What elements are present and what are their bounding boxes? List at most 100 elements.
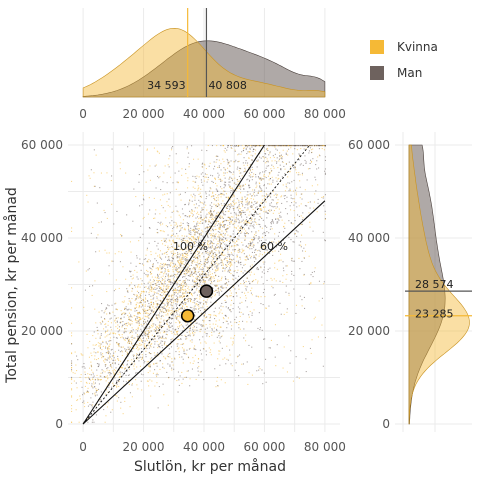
scatter-point-man [290, 239, 292, 241]
scatter-point-kvinna [149, 370, 151, 372]
scatter-point-kvinna [165, 225, 167, 227]
scatter-point-kvinna [204, 277, 206, 279]
scatter-point-man [249, 179, 251, 181]
scatter-point-kvinna [143, 300, 145, 302]
scatter-point-man [236, 322, 238, 324]
scatter-point-man [300, 241, 302, 243]
scatter-point-kvinna [187, 263, 189, 265]
scatter-point-man [324, 194, 326, 196]
scatter-point-kvinna [124, 400, 126, 402]
scatter-point-man [143, 199, 145, 201]
scatter-point-man [280, 179, 282, 181]
scatter-point-kvinna [243, 228, 245, 230]
scatter-point-man [230, 203, 232, 205]
scatter-point-kvinna [80, 353, 82, 355]
scatter-point-kvinna [218, 333, 220, 335]
scatter-point-man [250, 213, 252, 215]
scatter-point-kvinna [137, 326, 139, 328]
scatter-point-man [149, 305, 151, 307]
scatter-point-man [213, 263, 215, 265]
scatter-point-man [218, 251, 220, 253]
scatter-point-man [185, 336, 187, 338]
scatter-point-man [279, 302, 281, 304]
scatter-point-kvinna [107, 348, 109, 350]
scatter-point-man [109, 318, 111, 320]
scatter-point-kvinna [237, 251, 239, 253]
scatter-point-man [212, 214, 214, 216]
scatter-point-kvinna [181, 297, 183, 299]
scatter-point-man [139, 145, 141, 147]
scatter-point-kvinna [109, 273, 111, 275]
scatter-point-kvinna [163, 338, 165, 340]
scatter-point-kvinna [226, 358, 228, 360]
scatter-point-kvinna [299, 197, 301, 199]
scatter-point-man [94, 386, 96, 388]
scatter-point-man [127, 337, 129, 339]
scatter-point-man [126, 363, 128, 365]
scatter-point-man [197, 263, 199, 265]
scatter-point-man [236, 179, 238, 181]
scatter-point-kvinna [200, 233, 202, 235]
scatter-point-kvinna [185, 248, 187, 250]
scatter-point-kvinna [84, 393, 86, 395]
scatter-point-kvinna [224, 357, 226, 359]
scatter-point-man [124, 371, 126, 373]
scatter-point-kvinna [172, 250, 174, 252]
scatter-point-kvinna [208, 256, 210, 258]
scatter-point-kvinna [243, 222, 245, 224]
scatter-point-kvinna [178, 264, 180, 266]
scatter-point-man [215, 220, 217, 222]
scatter-point-kvinna [323, 145, 325, 147]
scatter-point-man [226, 231, 228, 233]
scatter-point-kvinna [272, 191, 274, 193]
scatter-point-kvinna [228, 240, 230, 242]
scatter-point-kvinna [168, 239, 170, 241]
scatter-point-kvinna [107, 378, 109, 380]
scatter-point-kvinna [150, 254, 152, 256]
scatter-point-kvinna [164, 264, 166, 266]
scatter-point-kvinna [254, 234, 256, 236]
scatter-point-man [219, 231, 221, 233]
scatter-point-kvinna [223, 172, 225, 174]
scatter-point-man [207, 235, 209, 237]
scatter-point-kvinna [213, 235, 215, 237]
scatter-point-kvinna [227, 224, 229, 226]
scatter-point-kvinna [71, 396, 73, 398]
scatter-point-kvinna [229, 199, 231, 201]
scatter-point-kvinna [210, 354, 212, 356]
scatter-point-man [240, 213, 242, 215]
scatter-point-kvinna [199, 222, 201, 224]
scatter-point-kvinna [156, 304, 158, 306]
scatter-point-man [243, 232, 245, 234]
scatter-point-kvinna [180, 296, 182, 298]
scatter-point-man [176, 303, 178, 305]
scatter-point-kvinna [231, 187, 233, 189]
scatter-point-man [226, 205, 228, 207]
scatter-point-man [219, 247, 221, 249]
scatter-point-kvinna [120, 251, 122, 253]
scatter-point-man [196, 326, 198, 328]
scatter-point-kvinna [216, 257, 218, 259]
scatter-point-man [168, 294, 170, 296]
scatter-point-kvinna [245, 295, 247, 297]
scatter-point-man [284, 227, 286, 229]
scatter-point-kvinna [115, 288, 117, 290]
scatter-point-man [263, 190, 265, 192]
scatter-point-man [128, 298, 130, 300]
scatter-point-kvinna [94, 394, 96, 396]
scatter-point-kvinna [172, 271, 174, 273]
scatter-point-man [143, 283, 145, 285]
scatter-point-man [200, 243, 202, 245]
scatter-point-kvinna [287, 176, 289, 178]
scatter-point-kvinna [134, 299, 136, 301]
scatter-point-man [232, 249, 234, 251]
scatter-point-man [175, 305, 177, 307]
scatter-point-kvinna [150, 286, 152, 288]
scatter-point-kvinna [169, 356, 171, 358]
scatter-point-man [265, 145, 267, 147]
scatter-point-man [213, 161, 215, 163]
scatter-point-man [190, 264, 192, 266]
scatter-point-man [201, 312, 203, 314]
scatter-point-man [190, 299, 192, 301]
scatter-point-man [235, 159, 237, 161]
